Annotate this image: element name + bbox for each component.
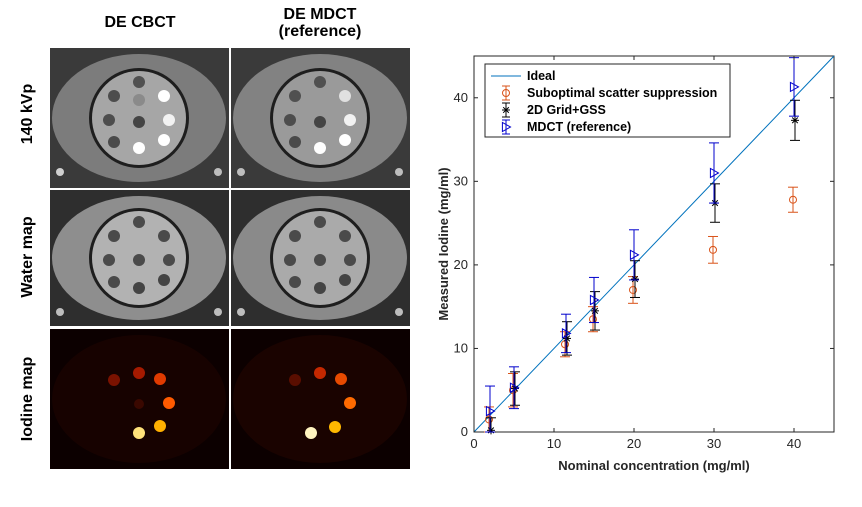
legend-label-suboptimal-scatter-suppression: Suboptimal scatter suppression	[527, 86, 717, 100]
x-tick-label-3: 30	[707, 436, 721, 451]
x-tick-label-4: 40	[787, 436, 801, 451]
y-tick-label-2: 20	[454, 257, 468, 272]
legend: Ideal Suboptimal scatter suppression 2D Gr…	[484, 63, 731, 138]
data-point-2d-grid-gss-4	[630, 260, 640, 298]
legend-swatch-2d-grid-gss	[502, 102, 510, 118]
data-point-2d-grid-gss-1	[510, 371, 520, 406]
panel-mdct-water	[231, 190, 410, 326]
row-label-iodine-map: Iodine map	[19, 356, 36, 442]
data-point-mdct-reference-3	[589, 276, 600, 324]
data-point-mdct-reference-2	[561, 313, 572, 354]
data-point-2d-grid-gss-6	[790, 99, 800, 141]
iodine-chart: 0 10 20 30 40 0 10 20 30 40 Nominal concentration…	[436, 55, 835, 473]
y-tick-label-4: 40	[454, 90, 468, 105]
x-tick-label-2: 20	[627, 436, 641, 451]
panel-cbct-water	[50, 190, 229, 326]
legend-label-ideal: Ideal	[527, 69, 556, 83]
data-point-mdct-reference-5	[709, 142, 720, 204]
panel-mdct-iodine	[231, 329, 410, 469]
col-title-cbct: DE CBCT	[104, 14, 176, 31]
series-line-ideal	[473, 55, 835, 433]
data-point-suboptimal-scatter-suppression-6	[788, 186, 798, 213]
x-tick-label-0: 0	[470, 436, 477, 451]
legend-label-mdct-reference: MDCT (reference)	[527, 120, 631, 134]
data-point-mdct-reference-1	[509, 366, 520, 410]
legend-swatch-mdct-reference	[501, 119, 512, 135]
legend-label-2d-grid-gss: 2D Grid+GSS	[527, 103, 606, 117]
row-label-water-map: Water map	[19, 216, 36, 298]
col-title-mdct: DE MDCT (reference)	[278, 6, 362, 40]
y-axis-label: Measured Iodine (mg/ml)	[436, 167, 451, 320]
data-point-mdct-reference-4	[629, 229, 640, 281]
data-point-suboptimal-scatter-suppression-5	[708, 235, 718, 264]
x-tick-label-1: 10	[547, 436, 561, 451]
y-tick-label-0: 0	[461, 424, 468, 439]
legend-swatch-suboptimal-scatter-suppression	[502, 85, 510, 101]
y-tick-label-1: 10	[454, 340, 468, 355]
y-tick-label-3: 30	[454, 173, 468, 188]
panel-cbct-140kvp	[50, 48, 229, 188]
panel-cbct-iodine	[50, 329, 229, 469]
data-point-mdct-reference-0	[485, 385, 496, 433]
row-label-140kvp: 140 kVp	[19, 83, 36, 145]
data-point-mdct-reference-6	[789, 57, 800, 117]
panel-mdct-140kvp	[231, 48, 410, 188]
x-axis-label: Nominal concentration (mg/ml)	[558, 458, 749, 473]
